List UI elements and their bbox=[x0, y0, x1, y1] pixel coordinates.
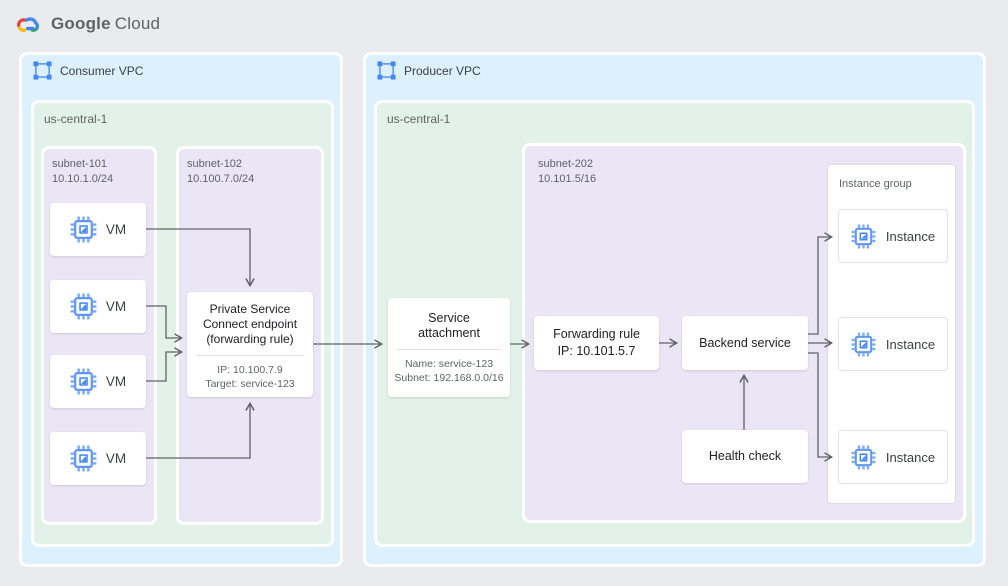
service-attachment-title: Service attachment bbox=[418, 311, 480, 340]
instance-group-label: Instance group bbox=[839, 178, 912, 190]
subnet-102-label: subnet-102 10.100.7.0/24 bbox=[187, 158, 255, 185]
producer-vpc-label: Producer VPC bbox=[404, 63, 481, 78]
vm-card-1: VM bbox=[50, 203, 146, 256]
psc-endpoint-ip: IP: 10.100.7.9 bbox=[217, 364, 283, 376]
service-attachment-subnet: Subnet: 192.168.0.0/16 bbox=[394, 372, 504, 384]
subnet-101-label: subnet-101 10.10.1.0/24 bbox=[52, 158, 114, 185]
instance-label: Instance bbox=[885, 336, 936, 352]
psc-endpoint-title: Private Service Connect endpoint (forwar… bbox=[202, 302, 298, 346]
logo-cloud-word: Cloud bbox=[114, 14, 161, 33]
vm-card-3: VM bbox=[50, 355, 146, 408]
health-check-label: Health check bbox=[708, 449, 782, 463]
vpc-network-icon bbox=[33, 61, 52, 80]
instance-card-2: Instance bbox=[838, 317, 948, 371]
instance-card-3: Instance bbox=[838, 430, 948, 484]
service-attachment-name: Name: service-123 bbox=[404, 358, 494, 370]
instance-icon bbox=[851, 445, 876, 469]
health-check-card: Health check bbox=[682, 430, 808, 483]
instance-label: Instance bbox=[885, 228, 936, 244]
vm-label: VM bbox=[105, 222, 127, 237]
forwarding-rule-card: Forwarding rule IP: 10.101.5.7 bbox=[534, 316, 659, 370]
google-cloud-logo: Google Cloud bbox=[16, 13, 160, 35]
service-attachment-card: Service attachment Name: service-123 Sub… bbox=[388, 298, 510, 397]
vpc-network-icon bbox=[377, 61, 396, 80]
producer-region-label: us-central-1 bbox=[387, 112, 451, 126]
forwarding-rule-line1: Forwarding rule bbox=[553, 327, 640, 341]
vm-icon bbox=[70, 445, 97, 472]
psc-endpoint-card: Private Service Connect endpoint (forwar… bbox=[187, 292, 313, 397]
producer-vpc-header: Producer VPC bbox=[377, 61, 481, 80]
instance-card-1: Instance bbox=[838, 209, 948, 263]
vm-card-4: VM bbox=[50, 432, 146, 485]
divider bbox=[397, 349, 501, 350]
consumer-vpc-header: Consumer VPC bbox=[33, 61, 143, 80]
consumer-region-label: us-central-1 bbox=[44, 112, 108, 126]
backend-service-card: Backend service bbox=[682, 316, 808, 370]
logo-text: Google Cloud bbox=[51, 14, 160, 34]
instance-label: Instance bbox=[885, 449, 936, 465]
consumer-vpc-label: Consumer VPC bbox=[60, 63, 144, 78]
backend-service-label: Backend service bbox=[699, 335, 791, 350]
vm-icon bbox=[70, 216, 97, 243]
divider bbox=[196, 355, 304, 356]
vm-label: VM bbox=[105, 299, 127, 314]
vm-icon bbox=[70, 293, 97, 320]
forwarding-rule-line2: IP: 10.101.5.7 bbox=[557, 344, 636, 358]
logo-google-word: Google bbox=[51, 14, 111, 33]
vm-label: VM bbox=[105, 451, 127, 466]
vm-label: VM bbox=[105, 374, 127, 389]
psc-endpoint-target: Target: service-123 bbox=[205, 378, 295, 390]
subnet-202-label: subnet-202 10.101.5/16 bbox=[538, 158, 597, 185]
vm-card-2: VM bbox=[50, 280, 146, 333]
instance-icon bbox=[851, 224, 876, 248]
instance-icon bbox=[851, 332, 876, 356]
vm-icon bbox=[70, 368, 97, 395]
google-cloud-icon bbox=[17, 17, 39, 32]
